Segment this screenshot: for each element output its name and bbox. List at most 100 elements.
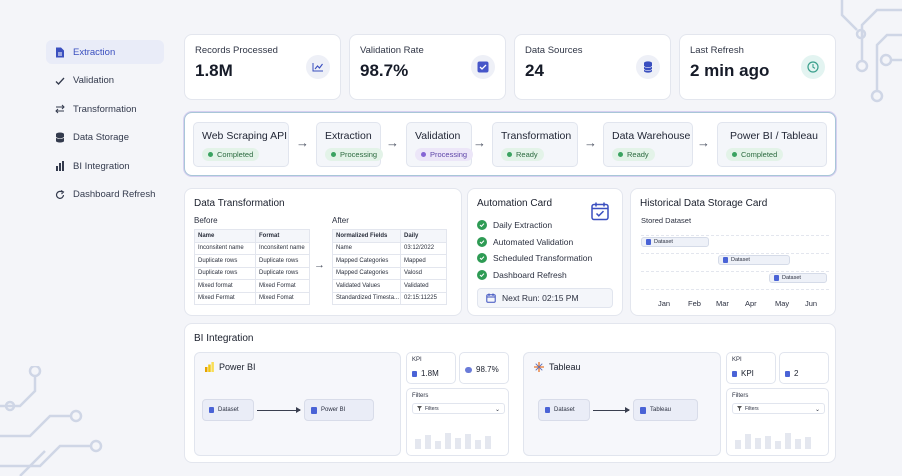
pipeline-stage-extraction[interactable]: Extraction Processing — [316, 122, 384, 167]
dataset-bar[interactable]: Dataset — [641, 237, 709, 247]
next-run-indicator[interactable]: Next Run: 02:15 PM — [477, 288, 613, 308]
dataset-bar[interactable]: Dataset — [769, 273, 827, 283]
pipeline-stage-power-bi-tableau[interactable]: Power BI / Tableau Completed — [717, 122, 827, 167]
database-icon — [545, 407, 550, 413]
refresh-icon — [54, 189, 65, 200]
stat-value: 98.7% — [360, 61, 409, 80]
dataset-node[interactable]: Dataset — [202, 399, 254, 421]
column-header: Name — [194, 229, 256, 243]
filter-select[interactable]: Filters ⌄ — [412, 403, 505, 414]
kpi-box[interactable]: 98.7% — [459, 352, 509, 384]
calendar-check-icon[interactable] — [590, 201, 610, 221]
filter-bar-preview — [415, 431, 491, 449]
stage-title: Extraction — [325, 130, 372, 142]
dataset-timeline: Dataset Dataset Dataset — [641, 229, 829, 297]
database-icon — [311, 406, 317, 414]
column-header: Daily — [400, 229, 447, 243]
check-icon — [54, 75, 65, 86]
pipeline-stage-validation[interactable]: Validation Processing — [406, 122, 474, 167]
pipeline-stage-data-warehouse[interactable]: Data Warehouse Ready — [603, 122, 693, 167]
kpi-box[interactable]: KPI 1.8M — [406, 352, 456, 384]
kpi-value: 1.8M — [412, 369, 439, 378]
funnel-icon — [737, 406, 742, 411]
filters-label: Filters — [412, 393, 429, 399]
table-row: Duplicate rows Duplicate rows — [194, 254, 310, 268]
power-bi-node[interactable]: Power BI — [304, 399, 374, 421]
stat-card-last-refresh[interactable]: Last Refresh 2 min ago — [679, 34, 836, 100]
stat-card-records-processed[interactable]: Records Processed 1.8M — [184, 34, 341, 100]
tableau-node[interactable]: Tableau — [633, 399, 698, 421]
table-row: Duplicate rows Duplicate rows — [194, 266, 310, 280]
automation-card: Automation Card Daily Extraction Automat… — [467, 188, 623, 316]
filters-panel: Filters Filters ⌄ — [406, 388, 509, 456]
status-badge: Ready — [612, 148, 655, 161]
status-badge: Processing — [325, 148, 384, 161]
table-cell: Name — [332, 241, 401, 255]
table-row: Mixed Fermat Mixed Fomat — [194, 291, 310, 305]
panel-title: Tableau — [534, 362, 581, 372]
sidebar-item-validation[interactable]: Validation — [46, 69, 164, 93]
stat-card-data-sources[interactable]: Data Sources 24 — [514, 34, 671, 100]
table-cell: Inconsitent name — [194, 241, 256, 255]
dataset-node[interactable]: Dataset — [538, 399, 590, 421]
sidebar-item-label: Validation — [73, 75, 115, 86]
panel-title-text: Tableau — [549, 362, 581, 372]
kpi-box[interactable]: KPI KPI — [726, 352, 776, 384]
trend-chart-icon — [306, 55, 330, 79]
stat-label: Data Sources — [525, 45, 583, 56]
pipeline-stage-web-scraping-api[interactable]: Web Scraping API Completed — [193, 122, 289, 167]
card-title: BI Integration — [194, 333, 254, 344]
stage-title: Web Scraping API — [202, 130, 288, 142]
power-bi-panel: Power BI Dataset Power BI — [194, 352, 401, 456]
grid-line — [641, 253, 829, 254]
database-icon — [723, 257, 728, 263]
sidebar-item-dashboard-refresh[interactable]: Dashboard Refresh — [46, 183, 164, 207]
check-circle-icon — [477, 220, 487, 231]
status-badge: Ready — [501, 148, 544, 161]
check-circle-icon — [477, 236, 487, 247]
arrow-right-icon: → — [296, 135, 309, 150]
table-row: Mapped Categories Mapped — [332, 254, 447, 268]
flow-arrow — [593, 407, 630, 413]
after-label: After — [332, 216, 349, 225]
power-bi-logo-icon — [205, 362, 214, 372]
pipeline-stage-transformation[interactable]: Transformation Ready — [492, 122, 578, 167]
sidebar-item-bi-integration[interactable]: BI Integration — [46, 154, 164, 178]
kpi-value-text: 2 — [794, 369, 799, 378]
dataset-bar[interactable]: Dataset — [718, 255, 790, 265]
historical-data-storage-card: Historical Data Storage Card Stored Data… — [630, 188, 836, 316]
filters-panel: Filters Filters ⌄ — [726, 388, 829, 456]
database-icon — [732, 370, 737, 377]
data-transformation-card: Data Transformation Before After Name Fo… — [184, 188, 462, 316]
grid-line — [641, 289, 829, 290]
before-label: Before — [194, 216, 218, 225]
kpi-box[interactable]: 2 — [779, 352, 829, 384]
month-label: Apr — [745, 299, 757, 308]
sidebar-item-extraction[interactable]: Extraction — [46, 40, 164, 64]
file-icon — [54, 47, 65, 58]
list-item-label: Automated Validation — [493, 236, 574, 247]
sidebar-item-label: BI Integration — [73, 160, 130, 172]
filter-bar-preview — [735, 431, 811, 449]
table-cell: Mapped — [400, 254, 447, 268]
kpi-value-text: KPI — [741, 369, 754, 378]
sidebar-item-data-storage[interactable]: Data Storage — [46, 126, 164, 150]
filter-select[interactable]: Filters ⌄ — [732, 403, 825, 414]
database-icon — [636, 55, 660, 79]
status-dot — [618, 152, 623, 157]
automation-checklist: Daily Extraction Automated Validation Sc… — [477, 217, 592, 283]
node-label: Power BI — [321, 407, 346, 413]
chevron-down-icon: ⌄ — [494, 407, 500, 413]
sidebar-item-transformation[interactable]: Transformation — [46, 97, 164, 121]
list-item-label: Daily Extraction — [493, 220, 553, 231]
database-icon — [209, 407, 214, 413]
node-label: Dataset — [554, 407, 575, 413]
status-badge: Processing — [415, 148, 474, 161]
table-row: Mixed format Mixed Format — [194, 279, 310, 293]
filter-select-text: Filters — [425, 405, 439, 412]
table-row: Inconsitent name Inconsitent name — [194, 241, 310, 255]
stage-title: Power BI / Tableau — [726, 130, 818, 142]
kpi-value-text: 98.7% — [476, 365, 499, 374]
stat-card-validation-rate[interactable]: Validation Rate 98.7% — [349, 34, 506, 100]
stat-cards: Records Processed 1.8M Validation Rate 9… — [184, 34, 836, 100]
